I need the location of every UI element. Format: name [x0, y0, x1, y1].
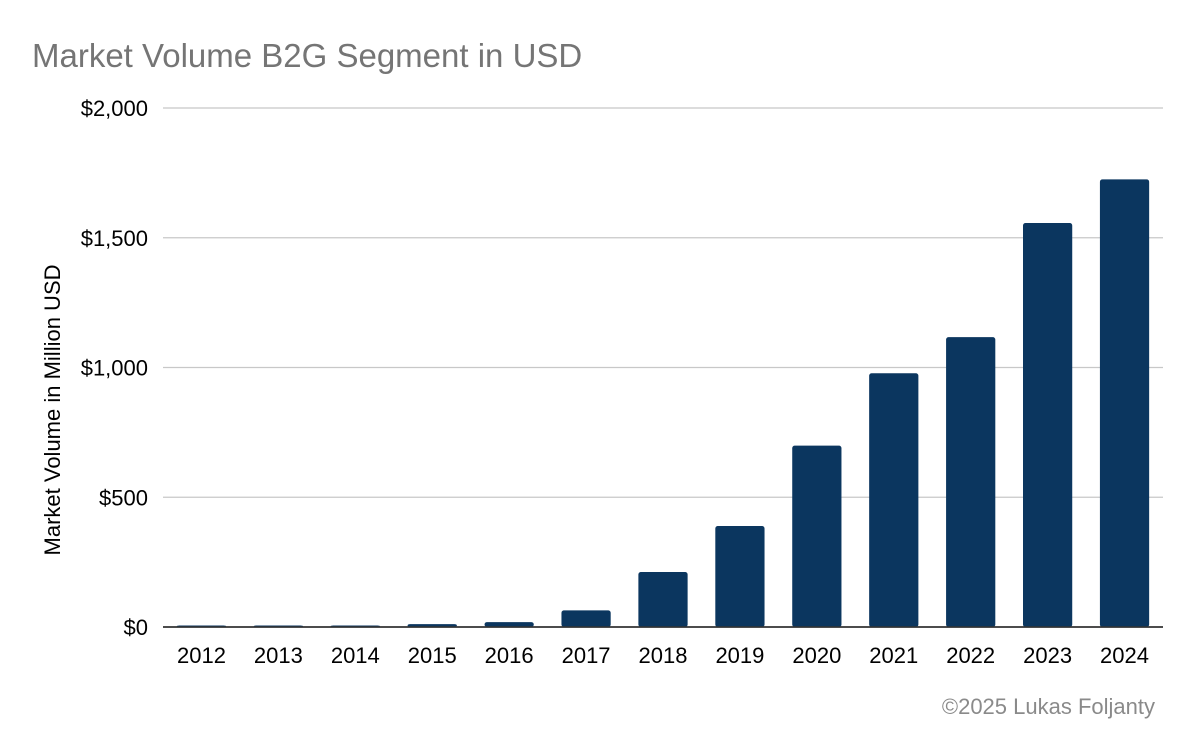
y-tick-label: $2,000 — [81, 96, 148, 121]
y-tick-label: $1,500 — [81, 226, 148, 251]
x-tick-label-2018: 2018 — [639, 643, 688, 668]
x-tick-label-2013: 2013 — [254, 643, 303, 668]
gridlines — [163, 107, 1163, 628]
bars — [163, 179, 1163, 628]
x-tick-label-2016: 2016 — [485, 643, 534, 668]
y-axis-ticks: $0 $500 $1,000 $1,500 $2,000 — [81, 96, 148, 640]
x-tick-label-2023: 2023 — [1023, 643, 1072, 668]
bar-2016 — [484, 622, 534, 627]
bar-2024 — [1099, 179, 1150, 628]
copyright-credit: ©2025 Lukas Foljanty — [942, 694, 1155, 719]
x-tick-label-2021: 2021 — [869, 643, 918, 668]
bar-2019 — [715, 526, 765, 627]
x-tick-label-2012: 2012 — [177, 643, 226, 668]
bar-2018 — [638, 571, 688, 627]
x-tick-label-2024: 2024 — [1100, 643, 1149, 668]
y-axis-title: Market Volume in Million USD — [40, 265, 65, 556]
x-tick-label-2017: 2017 — [562, 643, 611, 668]
x-tick-label-2019: 2019 — [715, 643, 764, 668]
bar-2021 — [869, 373, 919, 627]
x-tick-label-2014: 2014 — [331, 643, 380, 668]
bar-2023 — [1023, 222, 1073, 627]
bar-2017 — [561, 610, 611, 627]
x-axis-ticks: 2012 2013 2014 2015 2016 2017 2018 2019 2020 2021… — [177, 643, 1149, 668]
bar-2022 — [946, 337, 996, 627]
y-tick-label: $1,000 — [81, 356, 148, 381]
x-tick-label-2022: 2022 — [946, 643, 995, 668]
x-tick-label-2015: 2015 — [408, 643, 457, 668]
y-tick-label: $0 — [124, 615, 148, 640]
y-tick-label: $500 — [99, 485, 148, 510]
chart-title: Market Volume B2G Segment in USD — [32, 37, 582, 74]
bar-2020 — [792, 445, 842, 627]
x-tick-label-2020: 2020 — [792, 643, 841, 668]
